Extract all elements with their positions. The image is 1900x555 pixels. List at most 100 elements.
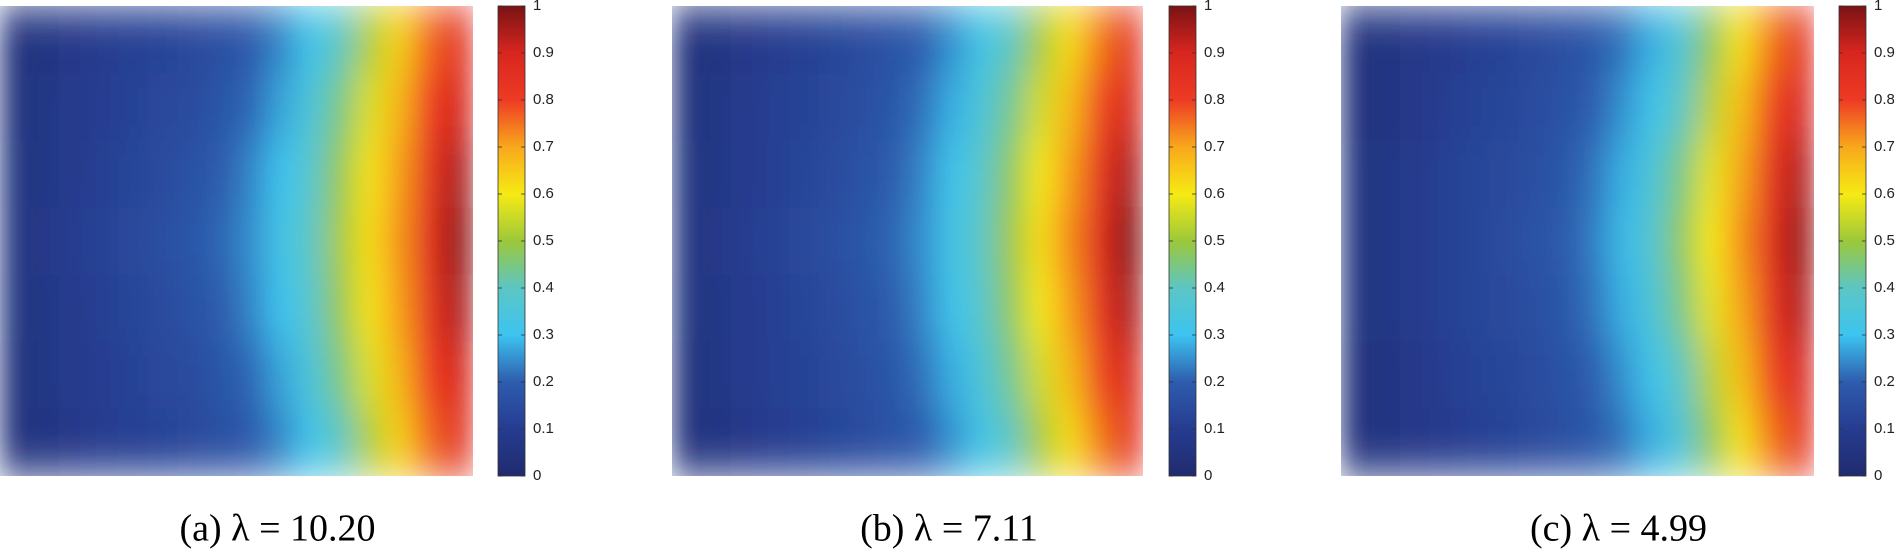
heatmap-cell (819, 274, 850, 343)
heatmap-cell (266, 73, 297, 141)
heatmap-cell (1784, 207, 1814, 276)
colorbar-tick-label: 1 (1874, 0, 1882, 14)
colorbar-tick-label: 0.3 (1874, 326, 1895, 343)
heatmap-cell (1547, 408, 1578, 476)
heatmap-cell (147, 73, 178, 141)
colorbar-tick-label: 0.9 (1874, 44, 1895, 61)
heatmap-cell (59, 73, 90, 141)
caption: (c) λ = 4.99 (1530, 508, 1707, 550)
colorbar (497, 5, 526, 477)
heatmap-cell (177, 207, 208, 276)
panel: 0 0.1 0.2 0.3 0.4 0.5 0.6 0.7 0.8 0.9 1 (a) λ = 10.… (0, 0, 554, 550)
heatmap-cell (1459, 140, 1490, 208)
heatmap-cell (295, 408, 326, 476)
heatmap-cell (1518, 6, 1549, 74)
heatmap-cell (325, 207, 356, 276)
heatmap-cell (1636, 274, 1667, 343)
heatmap-cell (443, 341, 473, 410)
heatmap-cell (1666, 207, 1697, 276)
heatmap-cell (1666, 274, 1697, 343)
heatmap-cell (206, 274, 237, 343)
heatmap-cell (147, 341, 178, 410)
heatmap-cell (1400, 341, 1431, 410)
heatmap-cell (672, 274, 702, 343)
heatmap-cell (1695, 73, 1726, 141)
heatmap-cell (966, 140, 997, 208)
heatmap-cell (206, 73, 237, 141)
heatmap-cell (325, 274, 356, 343)
heatmap-cell (1113, 207, 1143, 276)
colorbar-tick-label: 0.5 (1874, 232, 1895, 249)
heatmap-cell (730, 73, 761, 141)
heatmap-cell (701, 207, 732, 276)
heatmap-cell (354, 341, 385, 410)
heatmap-cell (1695, 6, 1726, 74)
colorbar-tick-label: 0.6 (1874, 185, 1895, 202)
heatmap-cell (1429, 73, 1460, 141)
heatmap-cell (1607, 6, 1638, 74)
heatmap-cell (0, 140, 31, 208)
colorbar-tick-label: 0.7 (1874, 138, 1895, 155)
heatmap-cell (1547, 6, 1578, 74)
heatmap-cell (1784, 341, 1814, 410)
heatmap-cell (819, 73, 850, 141)
heatmap-cell (88, 207, 119, 276)
heatmap-cell (0, 6, 31, 74)
colorbar-tick-label: 0.8 (1874, 91, 1895, 108)
heatmap-cell (1488, 6, 1519, 74)
colorbar-tick-label: 0.1 (1204, 420, 1225, 437)
heatmap-cell (354, 6, 385, 74)
heatmap-cell (266, 341, 297, 410)
heatmap-cell (413, 408, 444, 476)
heatmap-cell (354, 274, 385, 343)
heatmap-cell (0, 73, 31, 141)
heatmap-cell (1518, 207, 1549, 276)
heatmap-cell (1577, 207, 1608, 276)
heatmap-cell (354, 73, 385, 141)
heatmap-cell (1025, 207, 1056, 276)
heatmap-cell (760, 274, 791, 343)
heatmap-cell (1666, 6, 1697, 74)
heatmap-cell (1488, 140, 1519, 208)
colorbar-tick-label: 0.3 (1204, 326, 1225, 343)
heatmap-cell (789, 274, 820, 343)
heatmap-cell (1429, 207, 1460, 276)
heatmap-cell (878, 73, 908, 141)
heatmap-cell (789, 140, 820, 208)
heatmap-cell (730, 6, 761, 74)
colorbar-tick-label: 0.4 (533, 279, 554, 296)
heatmap-cell (966, 274, 997, 343)
heatmap-cell (1607, 140, 1638, 208)
heatmap-cell (1025, 73, 1056, 141)
heatmap-cell (936, 408, 967, 476)
heatmap-cell (878, 274, 908, 343)
heatmap-cell (1725, 73, 1756, 141)
heatmap-cell (1607, 408, 1638, 476)
heatmap-cell (1429, 274, 1460, 343)
heatmap-cell (236, 274, 267, 343)
heatmap-cell (59, 140, 90, 208)
heatmap-cell (936, 207, 967, 276)
heatmap-cell (1341, 408, 1372, 476)
heatmap-cell (1577, 73, 1608, 141)
heatmap-cell (1488, 341, 1519, 410)
heatmap-cell (730, 207, 761, 276)
heatmap-cell (354, 140, 385, 208)
heatmap-cell (936, 341, 967, 410)
heatmap-cell (672, 140, 702, 208)
heatmap-cell (966, 6, 997, 74)
heatmap (1341, 6, 1814, 476)
colorbar-tick-label: 1 (533, 0, 541, 14)
heatmap-cell (384, 274, 415, 343)
heatmap-cell (995, 140, 1026, 208)
heatmap-cell (1429, 140, 1460, 208)
heatmap-cell (413, 341, 444, 410)
heatmap-cell (848, 274, 879, 343)
heatmap-cell (0, 207, 31, 276)
heatmap-cell (789, 341, 820, 410)
heatmap-cell (325, 6, 356, 74)
heatmap-cell (354, 207, 385, 276)
heatmap-cell (701, 140, 732, 208)
heatmap-cell (88, 274, 119, 343)
heatmap-cell (730, 140, 761, 208)
